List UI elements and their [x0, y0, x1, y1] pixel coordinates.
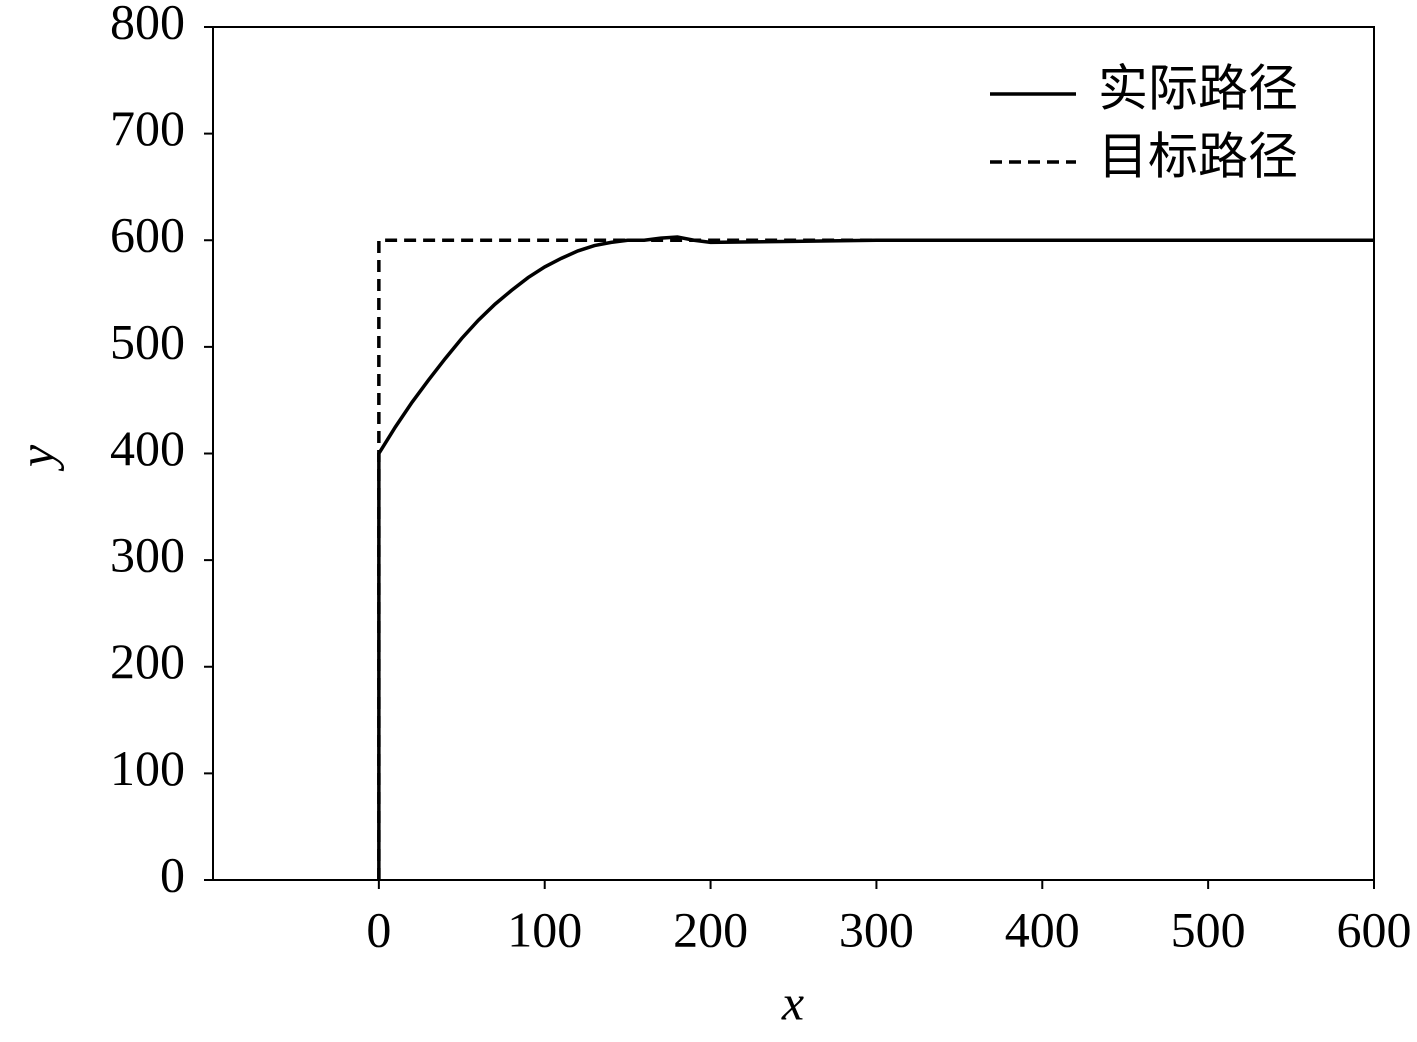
series-line	[377, 235, 1374, 880]
y-tick-label: 100	[110, 740, 185, 796]
y-tick-label: 400	[110, 420, 185, 476]
x-tick-label: 400	[1005, 901, 1080, 957]
series-line	[377, 238, 1374, 880]
x-tick-label: 300	[839, 901, 914, 957]
y-tick-label: 200	[110, 633, 185, 689]
y-tick-label: 0	[160, 846, 185, 902]
x-axis-label: x	[781, 974, 804, 1030]
x-tick-label: 500	[1171, 901, 1246, 957]
x-tick-label: 600	[1337, 901, 1412, 957]
y-tick-label: 600	[110, 207, 185, 263]
y-tick-label: 700	[110, 100, 185, 156]
y-tick-label: 500	[110, 313, 185, 369]
y-tick-label: 300	[110, 527, 185, 583]
x-tick-label: 100	[507, 901, 582, 957]
legend-label: 实际路径	[1098, 60, 1298, 116]
x-tick-label: 200	[673, 901, 748, 957]
legend-label: 目标路径	[1098, 128, 1298, 184]
x-tick-label: 0	[366, 901, 391, 957]
y-axis-label: y	[8, 444, 64, 472]
y-tick-label: 800	[110, 0, 185, 49]
